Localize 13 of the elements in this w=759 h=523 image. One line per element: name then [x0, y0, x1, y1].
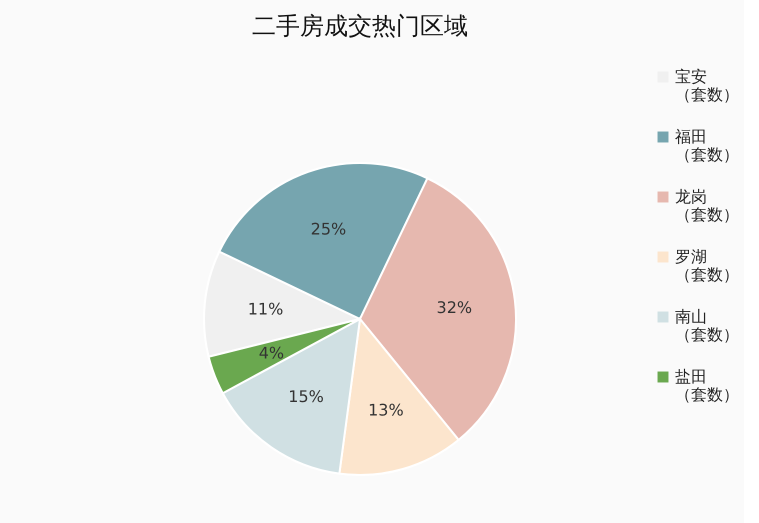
data-label: 25% [310, 219, 346, 238]
data-label: 15% [288, 387, 324, 406]
legend-label: 福田（套数） [675, 127, 739, 164]
data-label: 32% [436, 298, 472, 317]
legend-label: 罗湖（套数） [675, 247, 739, 284]
chart-title: 二手房成交热门区域 [252, 12, 468, 40]
legend-label: 南山（套数） [675, 307, 739, 344]
data-label: 11% [248, 299, 284, 318]
legend-label: 盐田（套数） [675, 367, 739, 404]
data-label: 4% [258, 343, 284, 362]
data-label: 13% [368, 400, 404, 420]
legend-label: 龙岗（套数） [675, 187, 739, 224]
legend-label: 宝安（套数） [675, 67, 739, 104]
